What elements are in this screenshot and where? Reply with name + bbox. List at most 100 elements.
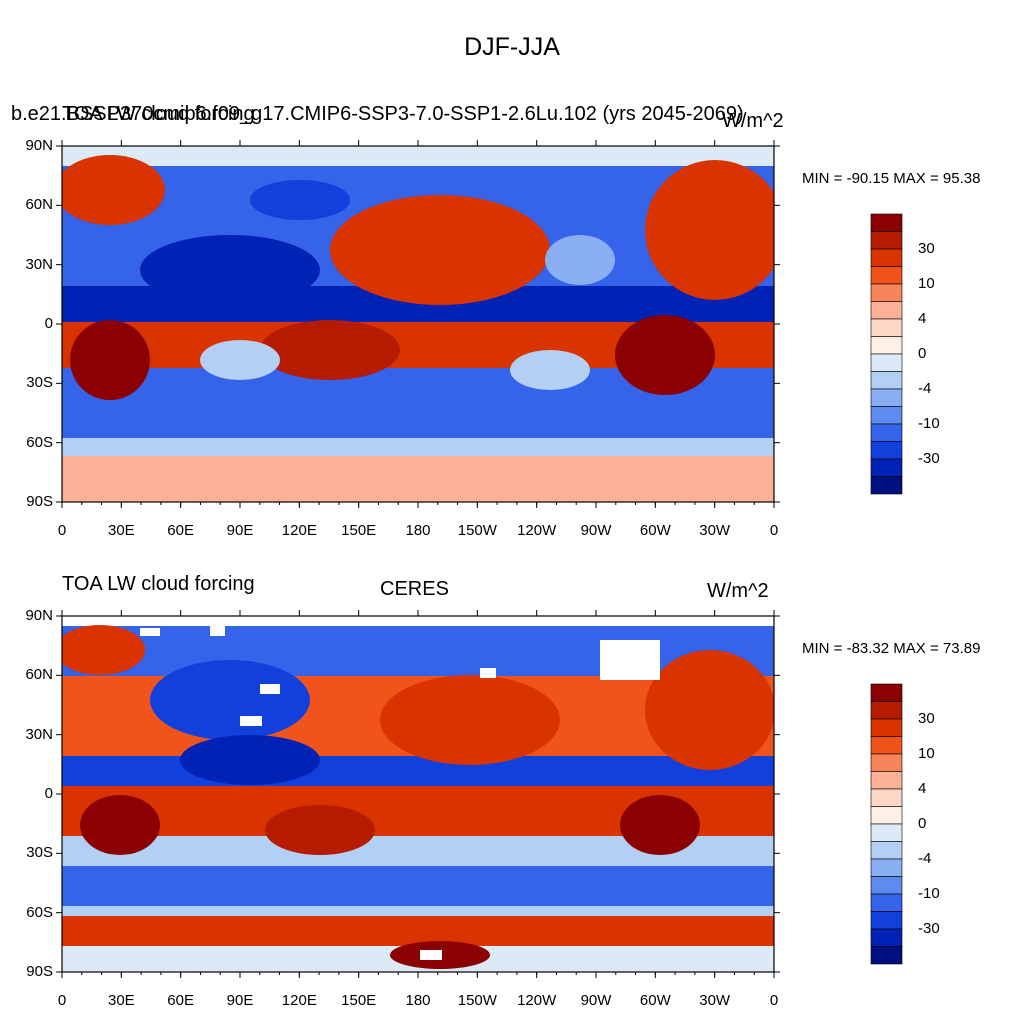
panel2-center-label: CERES: [380, 578, 449, 600]
panel2-lat-tick-label: 60N: [25, 666, 53, 684]
colorbar-swatch: [870, 301, 903, 320]
colorbar-swatch: [870, 248, 903, 267]
panel1-lat-tick-label: 0: [44, 315, 53, 332]
panel1-colorbar-label: 4: [918, 310, 927, 327]
colorbar-swatch: [870, 928, 903, 947]
panel2-left-label: TOA LW cloud forcing: [62, 573, 255, 595]
panel1-lon-tick-label: 60E: [167, 522, 195, 539]
panel2-colorbar-label: -30: [918, 920, 940, 937]
panel1-colorbar-label: 30: [918, 240, 935, 257]
panel2-lat-tick-label: 30N: [25, 725, 53, 743]
panel1-lon-tick-label: 60W: [639, 522, 671, 539]
colorbar-swatch: [870, 406, 903, 425]
colorbar-swatch: [870, 753, 903, 772]
panel2-colorbar-label: 0: [918, 815, 927, 832]
panel1-map: [62, 146, 774, 502]
panel1-lon-tick-label: 150W: [457, 522, 497, 539]
panel2-map: [62, 616, 774, 972]
panel1-colorbar-label: -10: [918, 415, 940, 432]
panel1-lon-tick-label: 180: [405, 522, 431, 539]
colorbar-swatch: [870, 476, 903, 495]
panel1-lon-tick-label: 30E: [107, 522, 135, 539]
panel1-left-label: TOA LW cloud forcing: [62, 103, 255, 125]
panel1-colorbar-label: 10: [918, 275, 935, 292]
colorbar-swatch: [870, 371, 903, 390]
colorbar-swatch: [870, 266, 903, 285]
panel2-colorbar-label: 10: [918, 745, 935, 762]
panel1-minmax: MIN = -90.15 MAX = 95.38: [802, 170, 981, 187]
panel1-lon-tick-label: 90W: [580, 522, 612, 539]
colorbar-swatch: [870, 858, 903, 877]
colorbar-swatch: [870, 718, 903, 737]
panel2-lon-tick-label: 0: [769, 992, 779, 1009]
panel2-lon-tick-label: 60W: [639, 992, 671, 1009]
panel1-units-label: W/m^2: [722, 110, 784, 132]
colorbar-swatch: [870, 388, 903, 407]
panel2-lat-tick-label: 0: [44, 785, 53, 802]
panel2-units-label: W/m^2: [707, 580, 769, 602]
colorbar-swatch: [870, 823, 903, 842]
panel2-lon-tick-label: 150E: [341, 992, 377, 1009]
panel2-lat-tick-label: 90N: [25, 607, 53, 624]
colorbar-swatch: [870, 318, 903, 337]
panel2-lon-tick-label: 0: [57, 992, 67, 1009]
colorbar-swatch: [870, 876, 903, 895]
colorbar-swatch: [870, 213, 903, 232]
colorbar-swatch: [870, 423, 903, 442]
panel2-lat-tick-label: 60S: [26, 903, 53, 921]
panel2-colorbar-label: 30: [918, 710, 935, 727]
panel2-lon-tick-label: 180: [405, 992, 431, 1009]
panel1-lon-tick-label: 0: [57, 522, 67, 539]
panel1-lat-tick-label: 90S: [26, 493, 53, 510]
panel1-lon-tick-label: 120E: [281, 522, 317, 539]
panel1-lon-tick-label: 0: [769, 522, 779, 539]
panel1-lon-tick-label: 30W: [699, 522, 731, 539]
panel2-lon-tick-label: 150W: [457, 992, 497, 1009]
panel2-lon-tick-label: 30E: [107, 992, 135, 1009]
panel2-lat-tick-label: 30S: [26, 844, 53, 862]
colorbar-swatch: [870, 701, 903, 720]
panel1-lat-tick-label: 60S: [26, 433, 53, 451]
colorbar-swatch: [870, 788, 903, 807]
panel2-lon-tick-label: 120E: [281, 992, 317, 1009]
panel2-lon-tick-label: 120W: [517, 992, 557, 1009]
colorbar-swatch: [870, 353, 903, 372]
colorbar-swatch: [870, 283, 903, 302]
panel1-lon-tick-label: 150E: [341, 522, 377, 539]
colorbar-swatch: [870, 683, 903, 702]
colorbar-swatch: [870, 231, 903, 250]
panel2-colorbar-label: -4: [918, 850, 932, 867]
panel1-lat-tick-label: 60N: [25, 196, 53, 214]
panel1-colorbar: [870, 213, 903, 495]
panel2-colorbar: [870, 683, 903, 965]
colorbar-swatch: [870, 911, 903, 930]
panel1-lat-tick-label: 90N: [25, 137, 53, 154]
colorbar-swatch: [870, 736, 903, 755]
colorbar-swatch: [870, 458, 903, 477]
colorbar-swatch: [870, 893, 903, 912]
panel2-lon-tick-label: 60E: [167, 992, 195, 1009]
panel1-lon-tick-label: 90E: [226, 522, 254, 539]
colorbar-swatch: [870, 841, 903, 860]
panel2-lat-tick-label: 90S: [26, 963, 53, 980]
colorbar-swatch: [870, 336, 903, 355]
panel2-lon-tick-label: 90W: [580, 992, 612, 1009]
figure-title: DJF-JJA: [464, 33, 560, 61]
panel2-lon-tick-label: 30W: [699, 992, 731, 1009]
colorbar-swatch: [870, 771, 903, 790]
panel1-case-label: b.e21.BSSP370cmip6.f09_g17.CMIP6-SSP3-7.…: [11, 103, 744, 125]
panel2-colorbar-label: -10: [918, 885, 940, 902]
panel1-colorbar-label: 0: [918, 345, 927, 362]
panel1-lat-tick-label: 30S: [26, 374, 53, 392]
panel2-lon-tick-label: 90E: [226, 992, 254, 1009]
panel1-colorbar-label: -30: [918, 450, 940, 467]
panel2-minmax: MIN = -83.32 MAX = 73.89: [802, 640, 981, 657]
panel1-lon-tick-label: 120W: [517, 522, 557, 539]
colorbar-swatch: [870, 946, 903, 965]
panel1-lat-tick-label: 30N: [25, 255, 53, 273]
panel2-colorbar-label: 4: [918, 780, 927, 797]
colorbar-swatch: [870, 806, 903, 825]
panel1-colorbar-label: -4: [918, 380, 932, 397]
colorbar-swatch: [870, 441, 903, 460]
